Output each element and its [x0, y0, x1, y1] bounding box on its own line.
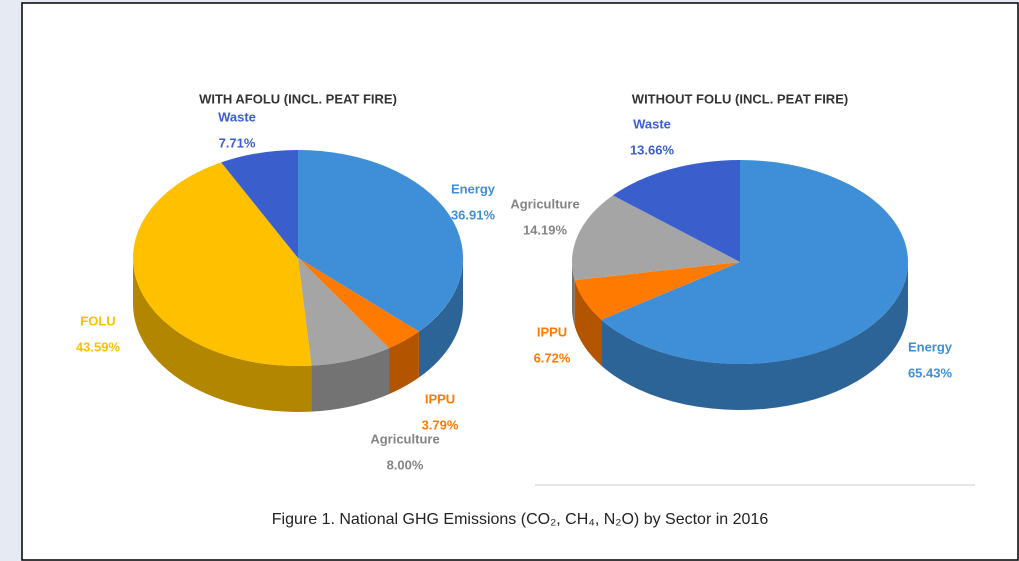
slice-value: 43.59% — [76, 339, 121, 354]
slice-value: 8.00% — [387, 457, 424, 472]
pie-side — [418, 258, 463, 378]
slice-label: IPPU — [425, 391, 455, 406]
slice-value: 36.91% — [451, 207, 496, 222]
pie-slice — [574, 262, 740, 320]
pie-title: WITHOUT FOLU (INCL. PEAT FIRE) — [632, 91, 848, 106]
pie-side — [572, 262, 575, 327]
pie-title: WITH AFOLU (INCL. PEAT FIRE) — [199, 91, 397, 106]
pie-slice — [298, 150, 463, 332]
pie-side — [311, 348, 390, 412]
pie-side — [133, 258, 312, 412]
pie-slice — [601, 160, 908, 364]
pie-slice — [572, 195, 740, 281]
slice-label: Energy — [908, 339, 953, 354]
pie-side — [389, 331, 419, 395]
slice-value: 13.66% — [630, 142, 675, 157]
slice-value: 6.72% — [534, 350, 571, 365]
caption: Figure 1. National GHG Emissions (CO₂, C… — [272, 511, 769, 528]
slice-label: Energy — [451, 181, 496, 196]
slice-label: IPPU — [537, 324, 567, 339]
slice-value: 14.19% — [523, 222, 568, 237]
slice-label: Waste — [218, 109, 256, 124]
pie-side — [574, 280, 602, 366]
slice-value: 65.43% — [908, 365, 953, 380]
pie-slice — [133, 162, 312, 366]
pie-slice — [298, 258, 390, 366]
slice-label: Agriculture — [370, 431, 439, 446]
slice-label: FOLU — [80, 313, 115, 328]
slice-label: Waste — [633, 116, 671, 131]
pie-slice — [298, 258, 419, 349]
slice-label: Agriculture — [510, 196, 579, 211]
slice-value: 3.79% — [422, 417, 459, 432]
pie-slice — [221, 150, 298, 258]
pie-side — [601, 262, 908, 411]
pie-slice — [612, 160, 740, 262]
slice-value: 7.71% — [219, 135, 256, 150]
